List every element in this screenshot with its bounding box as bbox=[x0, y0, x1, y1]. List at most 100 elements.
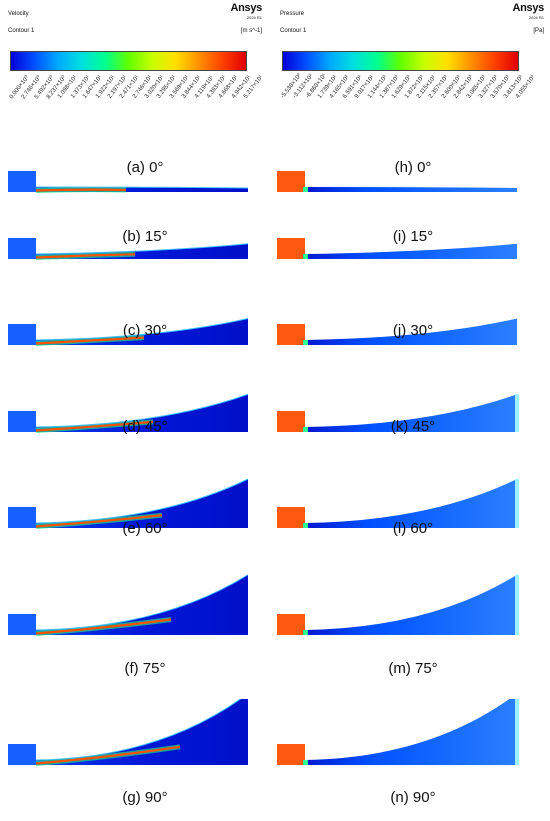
velocity-jet-core bbox=[35, 618, 172, 635]
pressure-inlet-region bbox=[277, 411, 305, 432]
velocity-contour-plot bbox=[8, 171, 249, 193]
pressure-outlet-edge bbox=[515, 574, 519, 635]
pressure-diffuser-region bbox=[305, 318, 517, 345]
velocity-inlet-region bbox=[8, 744, 36, 765]
ansys-version: 2024 R1 bbox=[528, 15, 544, 20]
ansys-logo: Ansys bbox=[230, 2, 262, 14]
velocity-upper-wall bbox=[35, 574, 249, 631]
velocity-panel-frame bbox=[6, 569, 256, 644]
pressure-contour-plot bbox=[277, 574, 519, 635]
velocity-contour-label: Contour 1 bbox=[8, 28, 35, 34]
velocity-jet-core bbox=[35, 253, 136, 259]
velocity-panel-caption: (e) 60° bbox=[122, 520, 168, 537]
velocity-upper-wall bbox=[35, 243, 249, 255]
velocity-panel-caption: (f) 75° bbox=[124, 660, 166, 677]
velocity-panel-frame bbox=[6, 279, 256, 354]
pressure-inlet-region bbox=[277, 614, 305, 635]
velocity-panel-frame bbox=[6, 462, 256, 537]
velocity-inlet-region bbox=[8, 324, 36, 345]
velocity-diffuser-region bbox=[36, 693, 248, 765]
pressure-inlet-region bbox=[277, 507, 305, 528]
pressure-contour-plot bbox=[277, 479, 519, 528]
pressure-outlet-edge bbox=[515, 479, 519, 528]
velocity-variable-label: Velocity bbox=[8, 11, 29, 17]
velocity-inlet-region bbox=[8, 614, 36, 635]
pressure-contour-plot bbox=[277, 171, 517, 192]
velocity-panel-caption: (b) 15° bbox=[122, 228, 168, 245]
pressure-diffuser-region bbox=[305, 479, 517, 528]
pressure-contour-plot bbox=[277, 394, 519, 432]
velocity-panel-frame bbox=[6, 693, 256, 774]
pressure-legend: Pressure Contour 1 [Pa] Ansys 2024 R1 bbox=[280, 0, 544, 100]
velocity-inlet-region bbox=[8, 507, 36, 528]
velocity-contour-plot bbox=[8, 238, 249, 260]
pressure-inlet-region bbox=[277, 171, 305, 192]
pressure-inlet-region bbox=[277, 744, 305, 765]
velocity-panel-caption: (g) 90° bbox=[122, 789, 168, 806]
pressure-throat-transition bbox=[303, 523, 308, 528]
velocity-upper-wall bbox=[35, 318, 249, 341]
pressure-throat-transition bbox=[303, 630, 308, 635]
pressure-panel-frame bbox=[275, 693, 525, 774]
pressure-panel-frame bbox=[275, 126, 525, 201]
pressure-diffuser-region bbox=[305, 574, 517, 635]
pressure-throat-transition bbox=[303, 340, 308, 345]
pressure-panel-frame bbox=[275, 279, 525, 354]
velocity-contour-plot bbox=[8, 574, 249, 636]
velocity-unit-label: [m s^-1] bbox=[240, 28, 262, 34]
pressure-panel-caption: (h) 0° bbox=[394, 159, 432, 176]
pressure-diffuser-region bbox=[305, 187, 517, 192]
velocity-jet-core bbox=[35, 188, 127, 192]
velocity-upper-wall bbox=[35, 478, 249, 524]
velocity-contour-plot bbox=[8, 478, 249, 529]
velocity-upper-wall bbox=[35, 693, 249, 761]
velocity-inlet-region bbox=[8, 411, 36, 432]
velocity-upper-wall bbox=[35, 186, 249, 189]
velocity-diffuser-region bbox=[36, 394, 248, 432]
pressure-panel-caption: (j) 30° bbox=[392, 322, 434, 339]
velocity-panel-caption: (c) 30° bbox=[122, 322, 168, 339]
velocity-panel-caption: (a) 0° bbox=[126, 159, 164, 176]
pressure-contour-plot bbox=[277, 238, 517, 259]
pressure-colorbar bbox=[282, 51, 519, 71]
velocity-jet-core bbox=[35, 336, 145, 345]
velocity-jet-core bbox=[35, 514, 163, 528]
pressure-variable-label: Pressure bbox=[280, 11, 305, 17]
pressure-diffuser-region bbox=[305, 394, 517, 432]
pressure-outlet-edge bbox=[515, 693, 519, 765]
pressure-throat-transition bbox=[303, 760, 308, 765]
velocity-contour-plot bbox=[8, 693, 249, 766]
pressure-throat-transition bbox=[303, 187, 308, 192]
pressure-diffuser-region bbox=[305, 693, 517, 765]
velocity-colorbar bbox=[10, 51, 247, 71]
pressure-panel-frame bbox=[275, 569, 525, 644]
pressure-panel-caption: (k) 45° bbox=[390, 418, 436, 435]
pressure-throat-transition bbox=[303, 427, 308, 432]
pressure-diffuser-region bbox=[305, 243, 517, 259]
ansys-version: 2024 R1 bbox=[246, 15, 262, 20]
velocity-panel-caption: (d) 45° bbox=[122, 418, 168, 435]
velocity-diffuser-region bbox=[36, 574, 248, 635]
pressure-panel-caption: (i) 15° bbox=[392, 228, 434, 245]
pressure-panel-caption: (l) 60° bbox=[392, 520, 434, 537]
velocity-panel-frame bbox=[6, 193, 256, 268]
velocity-diffuser-region bbox=[36, 479, 248, 528]
pressure-inlet-region bbox=[277, 324, 305, 345]
pressure-outlet-edge bbox=[515, 394, 519, 432]
velocity-jet-core bbox=[35, 745, 181, 765]
ansys-logo: Ansys bbox=[512, 2, 544, 14]
velocity-upper-wall bbox=[35, 393, 249, 428]
velocity-legend: Velocity Contour 1 [m s^-1] Ansys 2024 R… bbox=[8, 0, 262, 100]
pressure-panel-frame bbox=[275, 462, 525, 537]
velocity-inlet-region bbox=[8, 171, 36, 192]
velocity-contour-plot bbox=[8, 318, 249, 346]
velocity-jet-core bbox=[35, 420, 154, 432]
pressure-panel-caption: (m) 75° bbox=[388, 660, 438, 677]
velocity-contour-plot bbox=[8, 393, 249, 433]
velocity-inlet-region bbox=[8, 238, 36, 259]
pressure-throat-transition bbox=[303, 254, 308, 259]
pressure-panel-frame bbox=[275, 193, 525, 268]
pressure-panel-frame bbox=[275, 366, 525, 441]
velocity-panel-frame bbox=[6, 366, 256, 441]
pressure-contour-label: Contour 1 bbox=[280, 28, 307, 34]
